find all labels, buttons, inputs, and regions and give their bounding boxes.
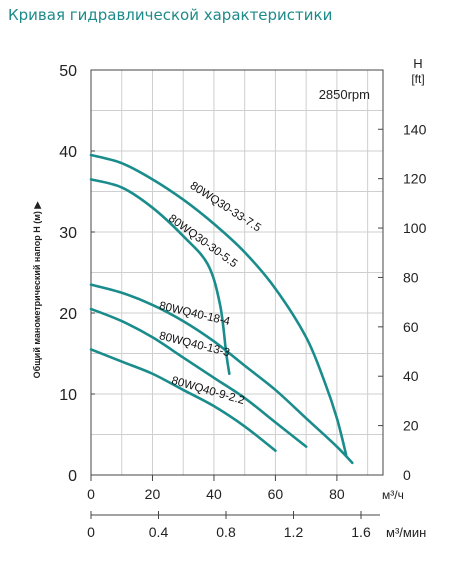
y-tick-label: 50 bbox=[59, 63, 77, 80]
series-layer bbox=[89, 153, 354, 465]
page-title: Кривая гидравлической характеристики bbox=[8, 6, 333, 24]
x-tick-label: 80 bbox=[329, 486, 345, 502]
series-line-5 bbox=[89, 348, 277, 452]
y-tick-label: 40 bbox=[59, 144, 77, 161]
y-right-tick-label: 140 bbox=[403, 121, 427, 137]
plot-frame bbox=[90, 69, 384, 476]
series-line-1 bbox=[89, 153, 348, 457]
y-right-tick-label: 0 bbox=[403, 467, 411, 483]
series-line-3 bbox=[89, 283, 354, 465]
right-axis-title: H bbox=[413, 56, 422, 71]
x-axis-unit-secondary: м³/мин bbox=[386, 525, 426, 540]
x2-tick-label: 0.4 bbox=[149, 524, 169, 540]
series-label-2: 80WQ30-30-5.5 bbox=[166, 213, 239, 271]
x2-tick-label: 1.2 bbox=[284, 524, 304, 540]
x2-tick-label: 0 bbox=[87, 524, 95, 540]
x2-tick-label: 0.8 bbox=[216, 524, 236, 540]
y-right-tick-label: 60 bbox=[403, 319, 419, 335]
x-axis-unit-primary: м³/ч bbox=[382, 488, 404, 502]
y-tick-label: 0 bbox=[68, 468, 77, 485]
axis-ticks: 0 10 20 30 40 50 0 20 40 60 80 100 120 140 0 20 40 60 80 0 0… bbox=[59, 63, 426, 540]
y-right-tick-label: 80 bbox=[403, 269, 419, 285]
series-label-4: 80WQ40-13-3 bbox=[158, 330, 231, 359]
y-right-tick-label: 100 bbox=[403, 220, 427, 236]
x-tick-label: 0 bbox=[87, 486, 95, 502]
y-right-tick-label: 120 bbox=[403, 171, 427, 187]
x-tick-label: 20 bbox=[145, 486, 161, 502]
chart-grid bbox=[91, 70, 383, 475]
y-right-tick-label: 20 bbox=[403, 418, 419, 434]
y-right-tick-label: 40 bbox=[403, 368, 419, 384]
series-label-1: 80WQ30-33-7.5 bbox=[188, 180, 263, 235]
y-axis-label: Общий манометрический напор H (м) ▶ bbox=[32, 201, 42, 379]
series-labels: 80WQ30-33-7.580WQ30-30-5.580WQ40-18-480W… bbox=[158, 180, 263, 407]
series-line-4 bbox=[89, 307, 308, 448]
x2-tick-label: 1.6 bbox=[351, 524, 371, 540]
x-tick-label: 40 bbox=[206, 486, 222, 502]
y-tick-label: 10 bbox=[59, 387, 77, 404]
x-tick-label: 60 bbox=[268, 486, 284, 502]
right-axis-unit: [ft] bbox=[411, 72, 424, 86]
y-tick-label: 20 bbox=[59, 306, 77, 323]
rpm-label: 2850rpm bbox=[319, 87, 370, 102]
y-tick-label: 30 bbox=[59, 225, 77, 242]
